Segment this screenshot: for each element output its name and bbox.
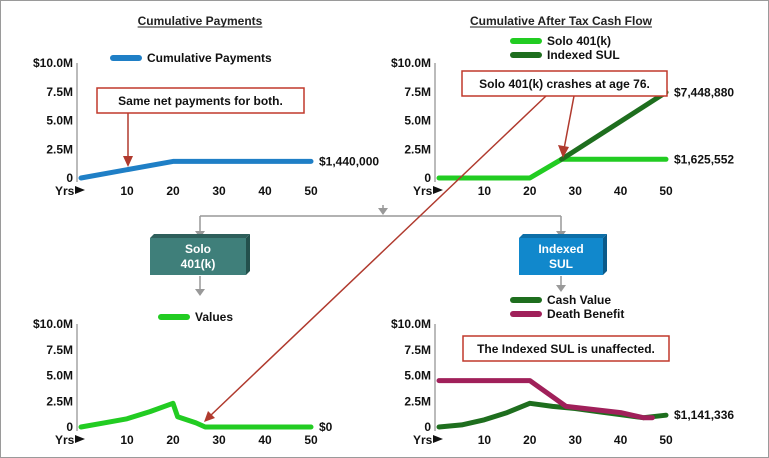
series-end-label: $1,625,552 — [674, 152, 734, 166]
solo-401k-box: Solo 401(k) — [150, 234, 250, 275]
x-axis-label: Yrs — [55, 184, 75, 198]
chart-title: Cumulative Payments — [138, 14, 263, 28]
sul-box-label-line1: Indexed — [538, 242, 583, 256]
y-tick-label: 0 — [424, 420, 431, 434]
annotation-same-payments: Same net payments for both. — [96, 87, 305, 114]
annotation-unaffected: The Indexed SUL is unaffected. — [462, 335, 670, 362]
legend-label: Cash Value — [547, 293, 611, 307]
y-tick-label: 5.0M — [404, 369, 431, 383]
x-tick-label: 30 — [212, 433, 226, 447]
series-end-label: $1,141,336 — [674, 408, 734, 422]
x-tick-label: 40 — [258, 433, 272, 447]
y-tick-label: 2.5M — [404, 142, 431, 156]
connector-left-lower-arrowhead — [195, 289, 205, 296]
x-tick-label: 10 — [478, 184, 492, 198]
series-line-solo-401-k- — [436, 156, 669, 181]
y-tick-label: 2.5M — [46, 394, 73, 408]
x-tick-label: 30 — [569, 184, 583, 198]
x-tick-label: 50 — [659, 184, 673, 198]
arrow-payments-head — [123, 156, 133, 167]
y-tick-label: 5.0M — [46, 369, 73, 383]
x-tick-label: 20 — [166, 184, 180, 198]
x-tick-label: 30 — [569, 433, 583, 447]
annotation-same-payments-text: Same net payments for both. — [118, 94, 283, 108]
arrow-crash-401k-head — [558, 145, 569, 158]
x-tick-label: 20 — [166, 433, 180, 447]
x-tick-label: 40 — [614, 433, 628, 447]
x-tick-label: 30 — [212, 184, 226, 198]
connector-arrowhead — [378, 208, 388, 215]
annotation-arrows — [123, 95, 575, 422]
flow-connectors — [195, 205, 566, 296]
legend-label: Indexed SUL — [547, 48, 620, 62]
x-tick-label: 50 — [659, 433, 673, 447]
annotation-unaffected-text: The Indexed SUL is unaffected. — [477, 342, 655, 356]
y-tick-label: $10.0M — [391, 317, 431, 331]
connector-right-lower-arrowhead — [556, 285, 566, 292]
x-tick-label: 20 — [523, 184, 537, 198]
x-axis-arrow-icon — [433, 435, 443, 443]
y-tick-label: 7.5M — [46, 85, 73, 99]
y-tick-label: 2.5M — [46, 142, 73, 156]
series-line-values — [78, 400, 314, 430]
series-line-cumulative-payments — [78, 158, 314, 181]
series-line-death-benefit — [436, 378, 655, 421]
x-tick-label: 10 — [120, 184, 134, 198]
x-axis-arrow-icon — [75, 435, 85, 443]
series-end-label: $0 — [319, 420, 333, 434]
x-axis-arrow-icon — [75, 186, 85, 194]
x-tick-label: 50 — [304, 184, 318, 198]
y-tick-label: 0 — [66, 420, 73, 434]
annotation-crash: Solo 401(k) crashes at age 76. — [461, 70, 668, 97]
x-axis-arrow-icon — [433, 186, 443, 194]
y-tick-label: $10.0M — [33, 56, 73, 70]
y-tick-label: $10.0M — [33, 317, 73, 331]
y-tick-label: 5.0M — [404, 114, 431, 128]
x-axis-label: Yrs — [413, 433, 433, 447]
cumulative-payments-chart: Cumulative Payments $10.0M 7.5M 5.0M 2.5M 0Yr… — [33, 14, 379, 198]
legend-label: Values — [195, 310, 233, 324]
y-tick-label: 2.5M — [404, 394, 431, 408]
x-axis-label: Yrs — [413, 184, 433, 198]
chart-title: Cumulative After Tax Cash Flow — [470, 14, 653, 28]
x-tick-label: 40 — [614, 184, 628, 198]
y-tick-label: 5.0M — [46, 114, 73, 128]
cumulative-cash-flow-chart: Cumulative After Tax Cash Flow $10.0M 7.5M… — [391, 14, 734, 198]
x-tick-label: 10 — [478, 433, 492, 447]
y-tick-label: 7.5M — [404, 85, 431, 99]
y-tick-label: $10.0M — [391, 56, 431, 70]
series-end-label: $1,440,000 — [319, 154, 379, 168]
annotation-crash-text: Solo 401(k) crashes at age 76. — [479, 77, 650, 91]
y-tick-label: 7.5M — [46, 343, 73, 357]
legend-label: Solo 401(k) — [547, 34, 611, 48]
arrow-crash-values-head — [204, 411, 215, 422]
arrow-crash-401k — [563, 95, 575, 150]
indexed-sul-box: Indexed SUL — [519, 234, 607, 275]
arrow-crash-values — [209, 95, 547, 417]
x-tick-label: 20 — [523, 433, 537, 447]
y-tick-label: 0 — [66, 171, 73, 185]
series-line-indexed-sul — [559, 89, 669, 162]
series-end-label: $7,448,880 — [674, 85, 734, 99]
sul-box-label-line2: SUL — [549, 257, 573, 271]
solo-box-label-line2: 401(k) — [181, 257, 216, 271]
y-tick-label: 7.5M — [404, 343, 431, 357]
x-tick-label: 50 — [304, 433, 318, 447]
x-axis-label: Yrs — [55, 433, 75, 447]
solo-box-label-line1: Solo — [185, 242, 211, 256]
y-tick-label: 0 — [424, 171, 431, 185]
x-tick-label: 10 — [120, 433, 134, 447]
legend-label: Cumulative Payments — [147, 51, 272, 65]
x-tick-label: 40 — [258, 184, 272, 198]
legend-label: Death Benefit — [547, 307, 624, 321]
